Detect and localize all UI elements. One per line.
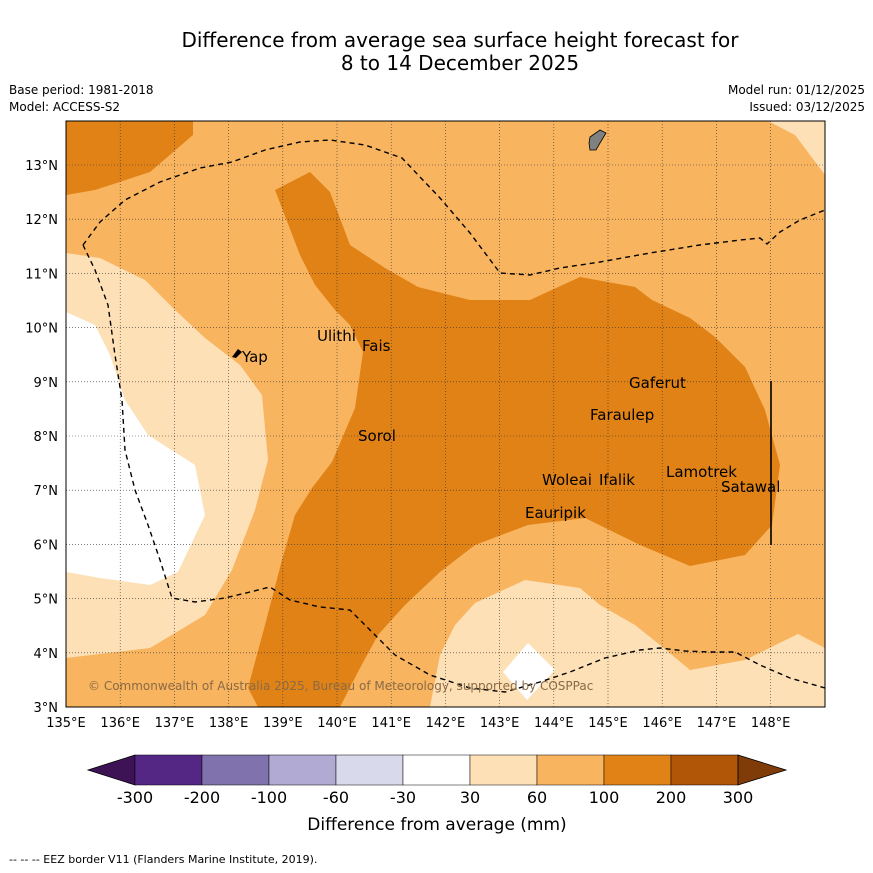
colorbar-tick-label: 100 [589,788,620,807]
colorbar-tick-label: -30 [390,788,416,807]
chart-title-line1: Difference from average sea surface heig… [181,28,739,52]
yap-island [232,349,242,358]
label-ifalik: Ifalik [599,471,635,489]
lat-tick-label: 10°N [25,322,58,337]
lon-tick-label: 141°E [371,716,411,731]
lat-tick-label: 3°N [34,701,59,716]
field-30-60-ne [768,121,825,175]
field-100-200-nw [66,121,193,195]
lat-tick-label: 7°N [34,484,59,499]
colorbar-swatch [134,754,203,786]
lon-tick-label: 147°E [697,716,737,731]
lon-tick-label: 143°E [480,716,520,731]
contour-fields [66,121,825,707]
label-ulithi: Ulithi [317,327,356,345]
colorbar-swatch [670,754,739,786]
lon-tick-label: 138°E [209,716,249,731]
field-neutral-south [503,643,555,700]
colorbar-tick-label: -100 [251,788,287,807]
colorbar-swatch [335,754,404,786]
eez-footnote: -- -- -- EEZ border V11 (Flanders Marine… [9,853,318,866]
colorbar: -300 -200 -100 -60 -30 30 60 100 200 300 [86,754,788,807]
colorbar-tick-label: -200 [184,788,220,807]
label-sorol: Sorol [358,427,396,445]
base-period: Base period: 1981-2018 [9,83,154,97]
map-frame [65,120,826,708]
colorbar-swatch [469,754,538,786]
label-gaferut: Gaferut [629,374,686,392]
lon-tick-label: 145°E [588,716,628,731]
colorbar-title: Difference from average (mm) [307,815,566,835]
lat-tick-label: 4°N [34,647,59,662]
lon-tick-label: 148°E [751,716,791,731]
field-100-200-central [248,172,780,707]
lat-tick-label: 11°N [25,267,58,282]
label-yap: Yap [241,348,268,366]
lon-tick-label: 137°E [155,716,195,731]
label-satawal: Satawal [721,478,780,496]
colorbar-tick-label: -60 [323,788,349,807]
lon-tick-label: 139°E [263,716,303,731]
lon-tick-label: 136°E [100,716,140,731]
label-eauripik: Eauripik [525,504,586,522]
lat-tick-label: 6°N [34,538,59,553]
colorbar-swatch [536,754,605,786]
lat-tick-label: 12°N [25,213,58,228]
guam-island [588,129,607,151]
lon-tick-label: 142°E [426,716,466,731]
colorbar-tick-label: 60 [527,788,547,807]
lon-tick-label: 135°E [46,716,86,731]
label-faraulep: Faraulep [590,406,654,424]
model-run: Model run: 01/12/2025 [727,83,865,97]
colorbar-swatch [201,754,270,786]
colorbar-swatch [268,754,337,786]
lat-tick-label: 8°N [34,430,59,445]
field-neutral-west [66,312,205,585]
lat-tick-label: 9°N [34,376,59,391]
lat-tick-label: 5°N [34,593,59,608]
colorbar-extend-high [737,754,788,786]
issued-date: Issued: 03/12/2025 [749,100,865,114]
label-woleai: Woleai [542,471,592,489]
colorbar-extend-low [86,754,136,786]
copyright-notice: © Commonwealth of Australia 2025, Bureau… [88,679,593,693]
model-label: Model: ACCESS-S2 [9,100,121,114]
colorbar-tick-label: -300 [117,788,153,807]
colorbar-swatch [402,754,471,786]
colorbar-tick-label: 200 [656,788,687,807]
lon-tick-label: 144°E [534,716,574,731]
graticule [66,121,825,707]
label-lamotrek: Lamotrek [666,463,737,481]
lat-tick-label: 13°N [25,159,58,174]
colorbar-tick-label: 30 [460,788,480,807]
label-fais: Fais [362,337,391,355]
chart-title-line2: 8 to 14 December 2025 [340,51,580,75]
colorbar-tick-label: 300 [723,788,754,807]
axis-labels: 135°E 136°E 137°E 138°E 139°E 140°E 141°E 142°E… [25,159,790,731]
lon-tick-label: 146°E [642,716,682,731]
lon-tick-label: 140°E [317,716,357,731]
colorbar-swatch [603,754,672,786]
eez-border [82,139,825,693]
